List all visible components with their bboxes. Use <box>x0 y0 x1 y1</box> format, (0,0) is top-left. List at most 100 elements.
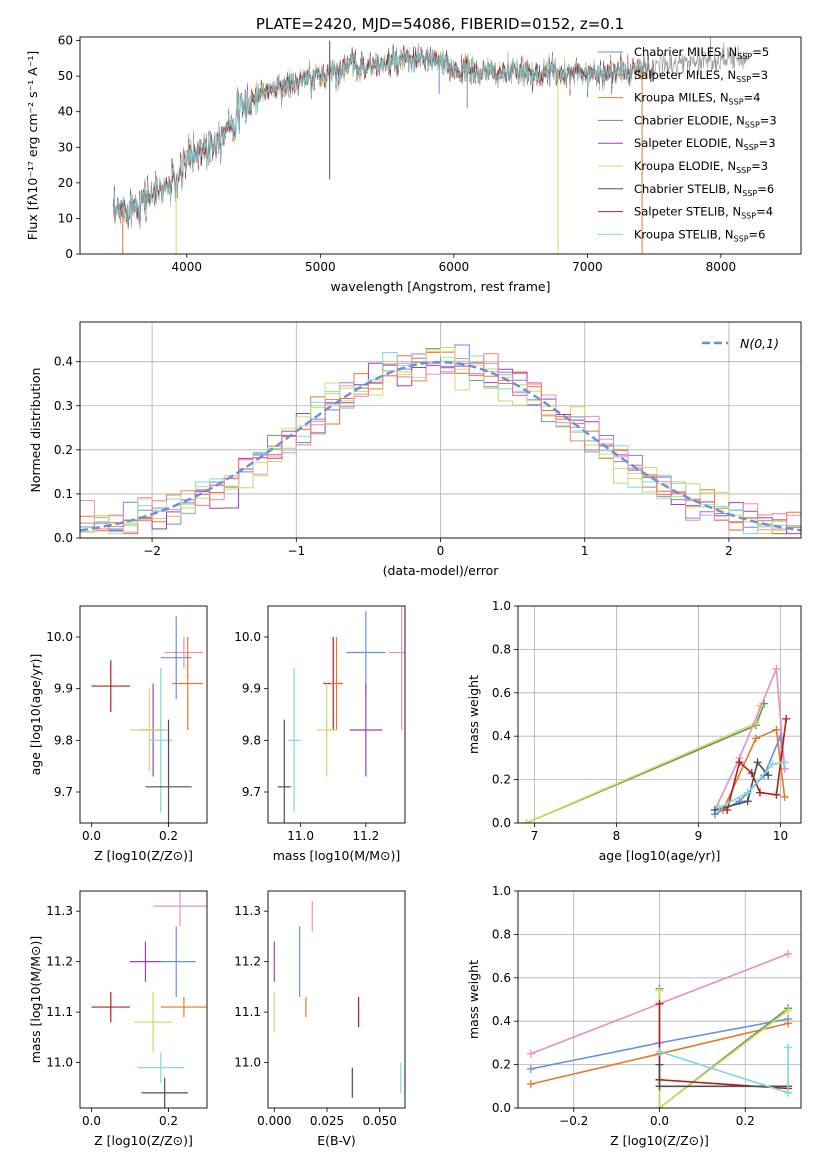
y-axis-label: Flux [fλ10⁻¹⁷ erg cm⁻² s⁻¹ A⁻¹] <box>25 51 40 240</box>
x-tick-label: 2 <box>725 544 733 558</box>
y-tick-label: 0.6 <box>492 686 511 700</box>
series-line <box>658 1003 789 1090</box>
x-tick-label: 9 <box>695 829 703 843</box>
x-tick-label: 6000 <box>439 260 470 274</box>
data-point <box>655 1082 664 1091</box>
series-line <box>714 733 786 816</box>
legend-label: Chabrier MILES, NSSP=5 <box>634 45 769 61</box>
data-point <box>772 725 781 734</box>
x-tick-label: 7000 <box>572 260 603 274</box>
axes-frame <box>79 36 802 255</box>
x-axis-label: age [log10(age/yr)] <box>599 848 721 863</box>
data-point <box>714 803 723 812</box>
data-point <box>784 1019 793 1028</box>
x-tick-label: 8000 <box>706 260 737 274</box>
plot-area: N(0,1) <box>80 336 801 535</box>
data-point <box>655 986 664 995</box>
y-tick-label: 10 <box>58 211 73 225</box>
data-point <box>526 1064 535 1073</box>
data-point <box>655 999 664 1008</box>
axes-layer: 0.0 0.2 9.7 9.8 9.9 10.0 Z [log10(Z/Z⊙)] age [l… <box>28 630 193 863</box>
axes-frame <box>79 321 802 539</box>
series-line <box>718 761 785 809</box>
y-tick-label: 11.1 <box>234 1005 261 1019</box>
x-tick-label: 11.0 <box>287 829 314 843</box>
y-tick-label: 0.6 <box>492 971 511 985</box>
x-tick-label: 7 <box>531 829 539 843</box>
plot-area: Chabrier MILES, NSSP=5 Salpeter MILES, NS… <box>113 37 777 254</box>
x-tick-label: 0.2 <box>159 829 178 843</box>
y-tick-label: 1.0 <box>492 884 511 898</box>
x-tick-label: 0.0 <box>82 1114 101 1128</box>
y-tick-label: 11.1 <box>46 1005 73 1019</box>
chart-weight-vs-Z: −0.2 0.0 0.2 0.0 0.2 0.4 0.6 0.8 1.0 Z [log10(Z/Z… <box>466 884 802 1148</box>
data-point <box>780 758 789 767</box>
y-tick-label: 10.0 <box>46 630 73 644</box>
y-tick-label: 0.8 <box>492 927 511 941</box>
data-point <box>753 758 762 767</box>
y-tick-label: 0.0 <box>492 1101 511 1115</box>
y-axis-label: mass weight <box>466 960 481 1039</box>
x-tick-label: 4000 <box>172 260 203 274</box>
x-tick-label: −1 <box>287 544 305 558</box>
data-point <box>710 805 719 814</box>
spectrum-line <box>113 43 655 229</box>
y-tick-label: 0.4 <box>492 1014 511 1028</box>
plot-area <box>526 949 793 1108</box>
x-tick-label: −2 <box>143 544 161 558</box>
y-tick-label: 9.8 <box>242 733 261 747</box>
normal-curve <box>80 360 801 532</box>
x-tick-label: 1 <box>581 544 589 558</box>
y-axis-label: mass [log10(M/M⊙)] <box>28 936 43 1064</box>
x-axis-label: E(B-V) <box>317 1133 356 1148</box>
legend-label: Kroupa STELIB, NSSP=6 <box>634 227 765 243</box>
data-point <box>526 1049 535 1058</box>
x-axis-label: Z [log10(Z/Z⊙)] <box>94 1133 193 1148</box>
data-point <box>772 790 781 799</box>
data-point <box>522 819 531 823</box>
x-axis-label: wavelength [Angstrom, rest frame] <box>330 279 550 294</box>
axes-frame <box>79 890 208 1109</box>
y-tick-label: 11.2 <box>46 955 73 969</box>
x-tick-label: 8 <box>613 829 621 843</box>
data-point <box>784 949 793 958</box>
plot-area <box>277 606 405 823</box>
y-tick-label: 1.0 <box>492 599 511 613</box>
data-point <box>782 714 791 723</box>
y-tick-label: 11.0 <box>46 1056 73 1070</box>
plot-area <box>91 891 207 1108</box>
x-tick-label: −0.2 <box>559 1114 588 1128</box>
y-tick-label: 0.0 <box>54 531 73 545</box>
x-tick-label: 0.2 <box>736 1114 755 1128</box>
chart-age-vs-mass: 11.0 11.2 9.7 9.8 9.9 10.0 mass [log10(M/M⊙)] <box>234 605 406 863</box>
data-point <box>768 760 777 769</box>
x-axis-label: Z [log10(Z/Z⊙)] <box>94 848 193 863</box>
x-tick-label: 5000 <box>305 260 336 274</box>
legend-label: Salpeter STELIB, NSSP=4 <box>634 205 773 221</box>
axes-layer: 0.0 0.2 11.0 11.1 11.2 11.3 Z [log10(Z/Z⊙)] mas… <box>28 904 193 1148</box>
x-axis-label: Z [log10(Z/Z⊙)] <box>610 1133 709 1148</box>
x-tick-label: 0.000 <box>257 1114 291 1128</box>
y-tick-label: 9.9 <box>242 682 261 696</box>
data-point <box>751 734 760 743</box>
series-line <box>714 668 786 811</box>
chart-age-vs-Z: 0.0 0.2 9.7 9.8 9.9 10.0 Z [log10(Z/Z⊙)] age [l… <box>28 605 208 863</box>
axes-layer: 11.0 11.2 9.7 9.8 9.9 10.0 mass [log10(M/M⊙)] <box>234 630 400 863</box>
y-tick-label: 50 <box>58 69 73 83</box>
data-point <box>655 1047 664 1056</box>
chart-residuals: −2 −1 0 1 2 0.0 0.1 0.2 0.3 0.4 (data-model)/error… <box>28 321 802 578</box>
x-tick-label: 0.2 <box>159 1114 178 1128</box>
axes-frame <box>267 890 406 1109</box>
y-tick-label: 0.8 <box>492 642 511 656</box>
y-tick-label: 0.3 <box>54 399 73 413</box>
data-point <box>764 771 773 780</box>
plot-area <box>91 616 204 823</box>
chart-spectrum: 4000 5000 6000 7000 8000 0 10 20 30 40 50 60 wavelen… <box>25 34 802 294</box>
y-tick-label: 0.2 <box>492 773 511 787</box>
data-point <box>784 1088 793 1097</box>
data-point <box>780 792 789 801</box>
y-tick-label: 11.3 <box>234 904 261 918</box>
axes-frame <box>517 890 802 1109</box>
x-tick-label: 0.0 <box>82 829 101 843</box>
